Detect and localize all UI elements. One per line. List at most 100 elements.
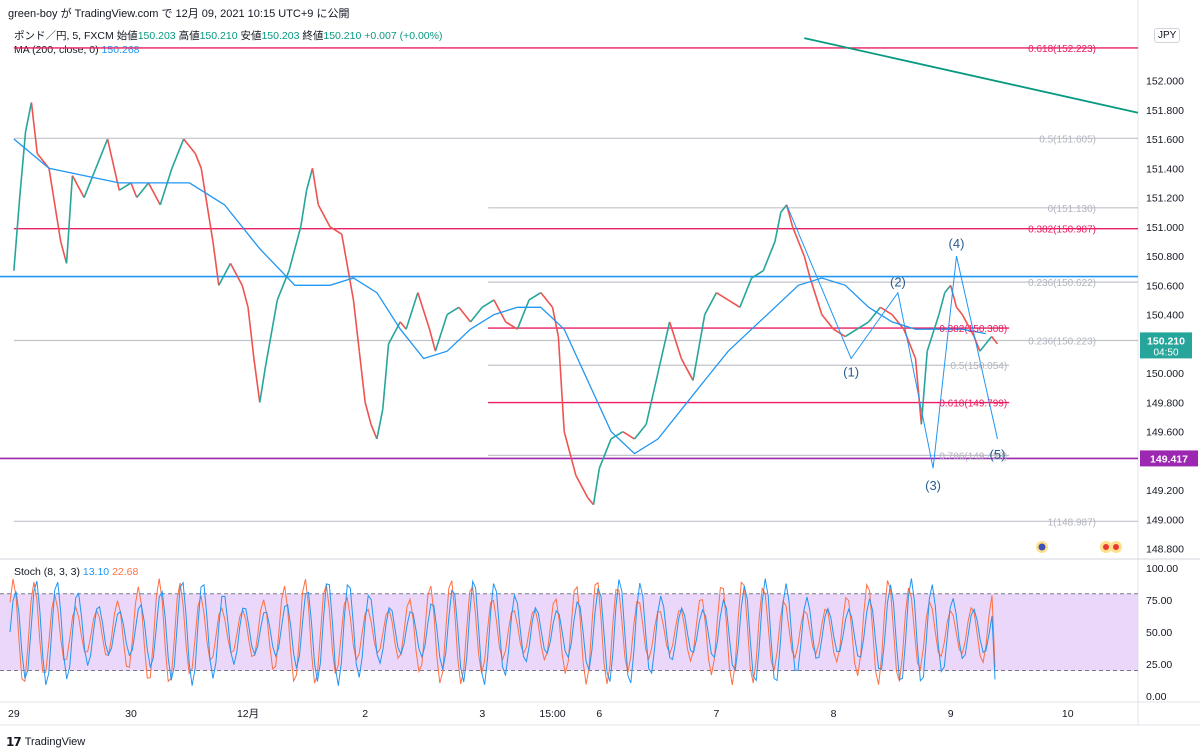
- high-label: 高値: [178, 30, 200, 42]
- x-tick-label: 15:00: [539, 708, 565, 720]
- price-segment: [83, 168, 97, 198]
- price-segment: [24, 102, 33, 132]
- price-segment: [276, 270, 290, 301]
- wave-label: (3): [925, 478, 941, 493]
- stoch-k-line[interactable]: [9, 578, 996, 686]
- price-segment: [229, 263, 243, 286]
- price-segment: [979, 343, 987, 352]
- price-segment: [505, 321, 518, 330]
- price-segment: [59, 241, 68, 264]
- price-segment: [610, 430, 624, 440]
- last-price-box: [1140, 332, 1192, 359]
- uk-flag-icon: [1038, 543, 1046, 551]
- price-segment: [645, 372, 659, 425]
- price-segment: [340, 233, 355, 301]
- price-segment: [868, 306, 882, 323]
- low-value: 150.203: [261, 30, 300, 42]
- price-segment: [657, 321, 671, 374]
- price-segment: [469, 306, 483, 323]
- price-segment: [136, 182, 150, 199]
- price-segment: [791, 226, 806, 257]
- ma-value: 150.268: [101, 44, 140, 56]
- y-tick-label: 149.000: [1146, 514, 1184, 526]
- price-segment: [762, 241, 776, 272]
- price-segment: [955, 306, 963, 316]
- stoch-band: [0, 593, 1138, 671]
- y-tick-label: 151.200: [1146, 193, 1184, 205]
- price-segment: [856, 321, 870, 330]
- stoch-legend[interactable]: Stoch (8, 3, 3) 13.10 22.68: [14, 566, 138, 578]
- x-tick-label: 2: [362, 708, 368, 720]
- fib-level-label: 0.786(149.438): [939, 451, 1007, 462]
- y-tick-label: 148.800: [1146, 544, 1184, 556]
- fib-level-label: 0.618(149.799): [939, 399, 1007, 410]
- price-segment: [926, 314, 940, 352]
- price-segment: [493, 299, 507, 323]
- stoch-tick-label: 75.00: [1146, 595, 1172, 607]
- price-segment: [130, 182, 138, 198]
- fib-level-label: 1(148.987): [1048, 517, 1096, 528]
- price-segment: [938, 292, 946, 315]
- price-segment: [739, 277, 753, 308]
- price-segment: [692, 314, 706, 381]
- stoch-d-line[interactable]: [9, 578, 996, 686]
- fib-level-label: 0.382(150.987): [1028, 225, 1096, 236]
- currency-button[interactable]: JPY: [1154, 28, 1181, 43]
- price-segment: [780, 204, 788, 213]
- price-segment: [258, 365, 267, 403]
- price-segment: [194, 153, 202, 169]
- x-tick-label: 29: [8, 708, 20, 720]
- symbol-name[interactable]: ポンド／円, 5, FXCM: [14, 30, 114, 42]
- price-segment: [317, 204, 331, 228]
- y-tick-label: 149.600: [1146, 427, 1184, 439]
- fib-level-label: 0.382(150.308): [939, 324, 1007, 335]
- y-tick-label: 150.600: [1146, 280, 1184, 292]
- stoch-label: Stoch (8, 3, 3): [14, 566, 80, 578]
- price-segment: [95, 138, 109, 169]
- x-tick-label: 10: [1062, 708, 1074, 720]
- stoch-tick-label: 0.00: [1146, 691, 1167, 703]
- footer[interactable]: 𝟭𝟳 TradingView: [6, 735, 85, 749]
- close-label: 終値: [302, 30, 324, 42]
- price-segment: [253, 358, 261, 403]
- fib-level-label: 0.236(150.622): [1028, 278, 1096, 289]
- price-segment: [446, 306, 460, 316]
- stoch-tick-label: 100.00: [1146, 563, 1178, 575]
- trend-line[interactable]: [804, 37, 1139, 114]
- ma-label[interactable]: MA (200, close, 0): [14, 44, 99, 56]
- price-segment: [727, 299, 741, 308]
- price-segment: [587, 496, 595, 506]
- price-segment: [264, 299, 279, 366]
- high-value: 150.210: [199, 30, 238, 42]
- jp-flag-icon: [1103, 544, 1109, 550]
- fib-level-label: 0.236(150.223): [1028, 336, 1096, 347]
- wave-label: (5): [990, 447, 1006, 462]
- price-segment: [633, 423, 647, 440]
- price-segment: [914, 358, 923, 425]
- price-segment: [598, 438, 612, 469]
- price-segment: [622, 430, 635, 440]
- price-segment: [751, 270, 764, 279]
- price-segment: [364, 402, 372, 425]
- price-segment: [844, 328, 858, 338]
- y-tick-label: 149.200: [1146, 485, 1184, 497]
- price-segment: [18, 131, 27, 198]
- price-segment: [944, 284, 952, 294]
- price-segment: [218, 263, 232, 286]
- ma-line[interactable]: [13, 138, 986, 455]
- elliott-wave-line[interactable]: [786, 204, 998, 469]
- price-segment: [592, 468, 601, 505]
- jp-flag-icon: [1113, 544, 1119, 550]
- wave-label: (2): [890, 275, 906, 290]
- price-segment: [821, 314, 835, 330]
- x-tick-label: 30: [125, 708, 137, 720]
- price-segment: [311, 168, 320, 206]
- x-tick-label: 6: [596, 708, 602, 720]
- price-segment: [563, 431, 577, 476]
- y-tick-label: 152.000: [1146, 76, 1184, 88]
- y-tick-label: 151.800: [1146, 105, 1184, 117]
- price-segment: [716, 291, 729, 301]
- price-segment: [557, 336, 566, 432]
- y-tick-label: 150.800: [1146, 251, 1184, 263]
